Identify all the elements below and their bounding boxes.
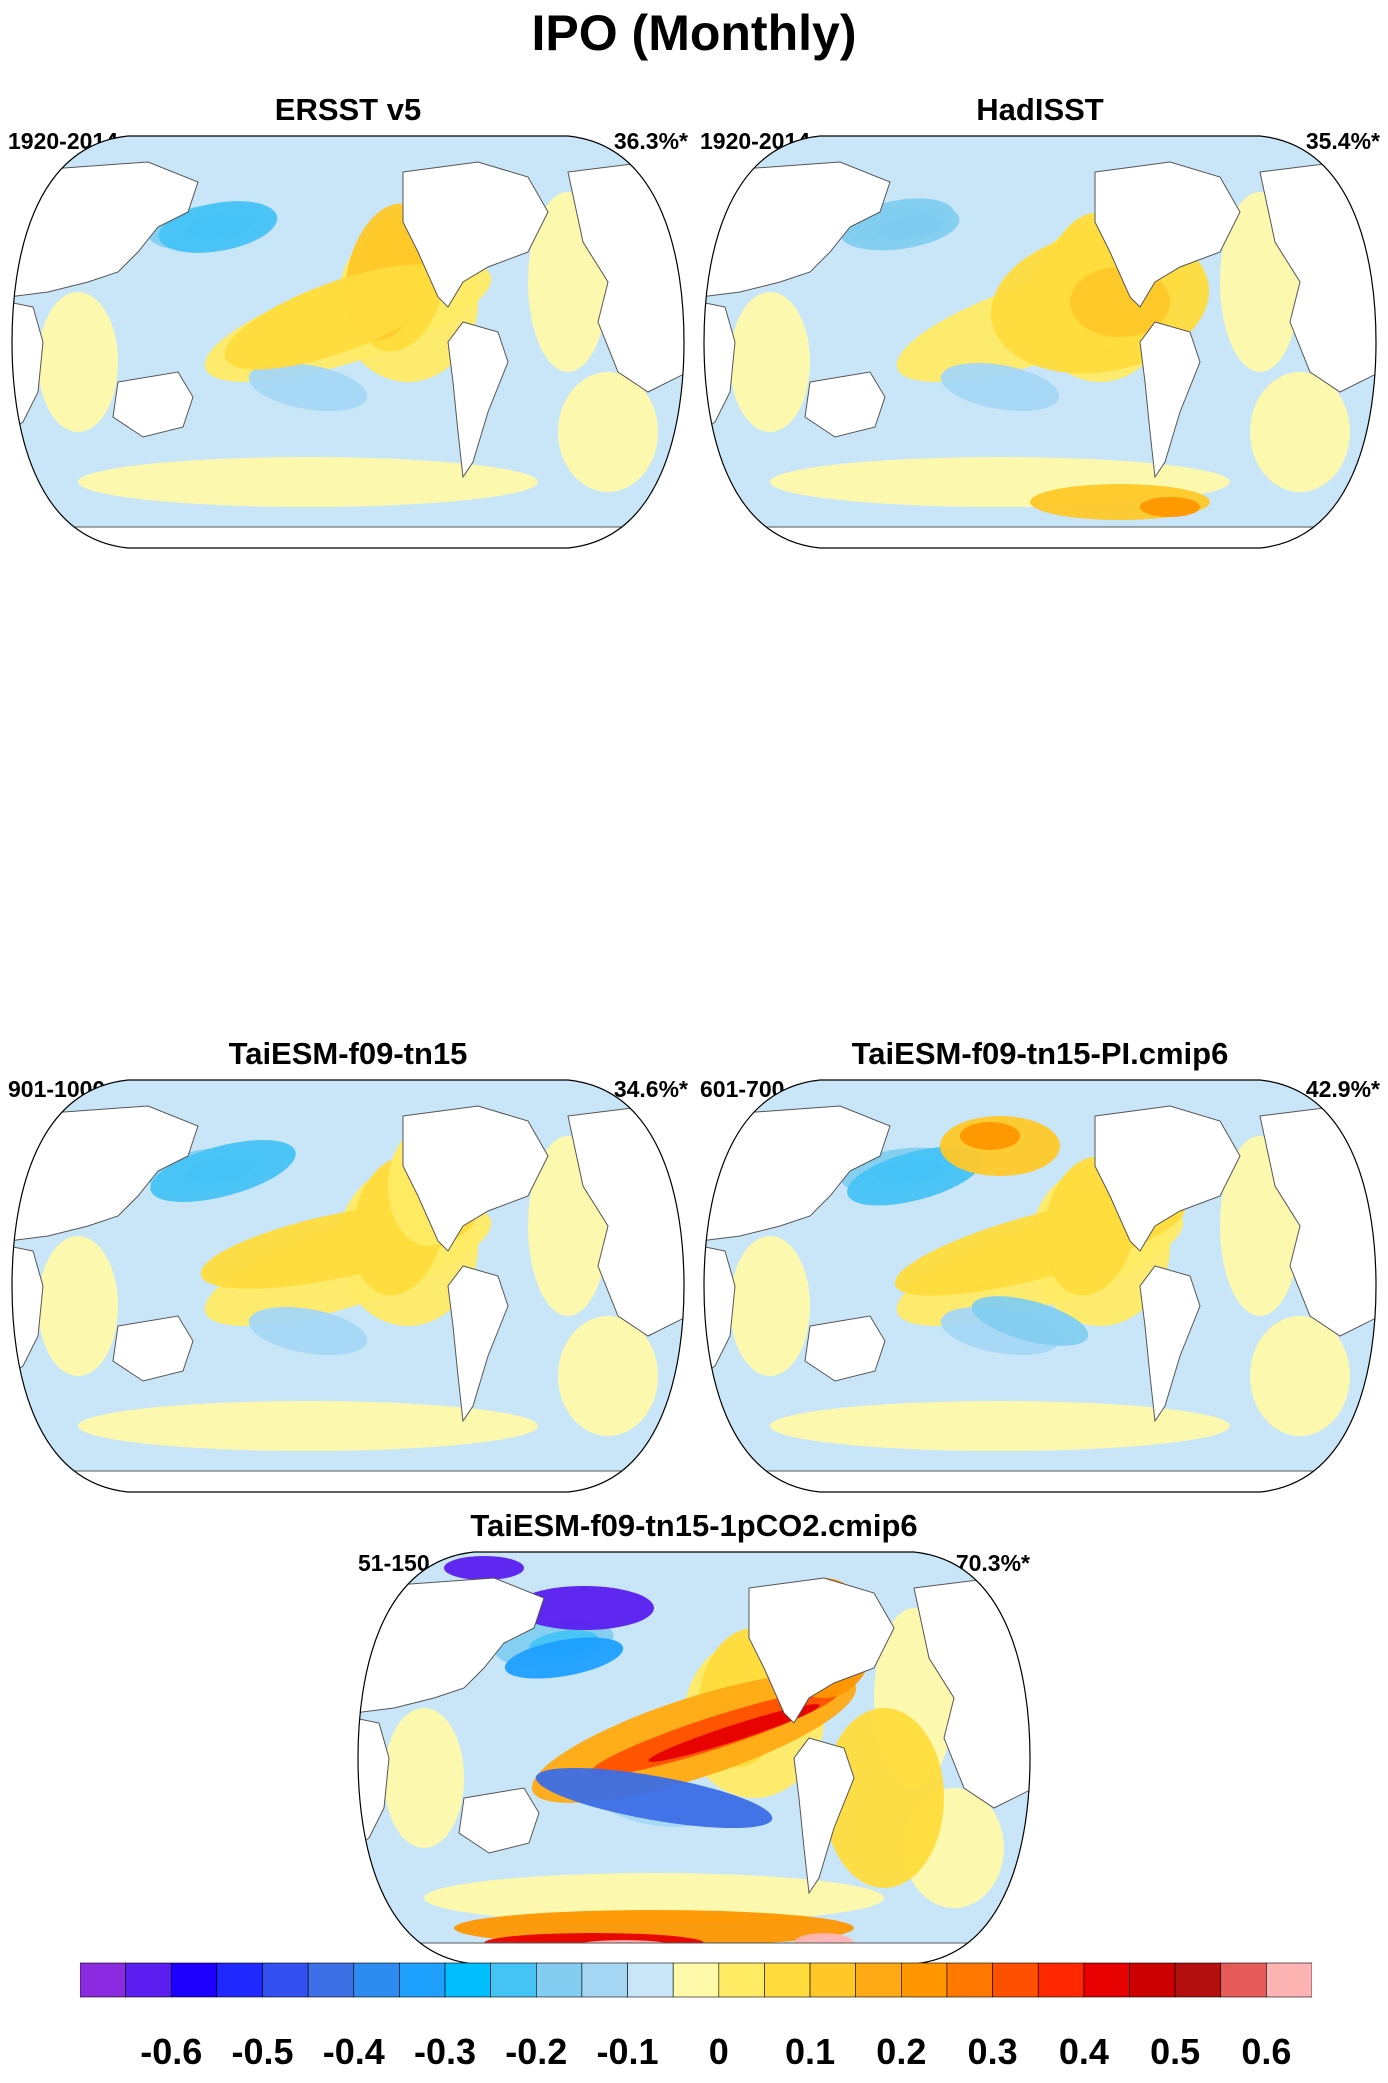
map-taiesm-1pco2 — [357, 1551, 1031, 1965]
colorbar-swatch — [627, 1962, 674, 1998]
panel-variance: 35.4%* — [1305, 128, 1380, 154]
colorbar-swatch — [718, 1962, 765, 1998]
colorbar-swatch — [1037, 1962, 1085, 1998]
colorbar-swatch — [764, 1962, 811, 1998]
panel-title: TaiESM-f09-tn15-1pCO2.cmip6 — [470, 1508, 918, 1543]
map-panel-taiesm-pi: TaiESM-f09-tn15-PI.cmip6 601-700 42.9%* — [700, 1036, 1380, 1496]
map-ersst — [11, 135, 685, 549]
colorbar-swatch — [1220, 1962, 1267, 1998]
colorbar-swatch — [535, 1962, 583, 1998]
colorbar-swatch — [170, 1962, 218, 1998]
colorbar-swatch — [581, 1962, 628, 1998]
map-hadisst — [703, 135, 1377, 549]
colorbar-swatch — [1129, 1962, 1176, 1998]
colorbar-swatch — [80, 1962, 126, 1998]
colorbar-swatch — [490, 1962, 537, 1998]
colorbar-tick-label: 0.1 — [785, 2031, 836, 2072]
panel-variance: 36.3%* — [613, 128, 688, 154]
colorbar-swatch — [125, 1962, 172, 1998]
colorbar-tick-label: 0.6 — [1241, 2031, 1292, 2072]
colorbar-tick-label: 0.4 — [1058, 2031, 1109, 2072]
colorbar-swatch — [1266, 1962, 1312, 1998]
map-panel-ersst: ERSST v5 1920-2014 36.3%* — [8, 92, 688, 552]
map-taiesm — [11, 1079, 685, 1493]
map-panel-taiesm: TaiESM-f09-tn15 901-1000 34.6%* — [8, 1036, 688, 1496]
panel-variance: 70.3%* — [955, 1550, 1030, 1576]
panel-variance: 42.9%* — [1305, 1076, 1380, 1102]
colorbar-tick-label: 0.3 — [967, 2031, 1018, 2072]
colorbar-swatches — [80, 1962, 1312, 1998]
colorbar-swatch — [1083, 1962, 1130, 1998]
panel-period: 51-150 — [358, 1550, 430, 1576]
colorbar — [80, 1962, 1312, 1998]
map-taiesm-pi — [703, 1079, 1377, 1493]
colorbar-swatch — [946, 1962, 993, 1998]
colorbar-swatch — [809, 1962, 857, 1998]
map-panel-taiesm-1pco2: TaiESM-f09-tn15-1pCO2.cmip6 51-150 70.3%… — [354, 1508, 1034, 1965]
panel-title: ERSST v5 — [274, 92, 422, 127]
colorbar-swatch — [1174, 1962, 1222, 1998]
colorbar-swatch — [444, 1962, 491, 1998]
panel-title: TaiESM-f09-tn15-PI.cmip6 — [851, 1036, 1229, 1071]
colorbar-swatch — [855, 1962, 902, 1998]
colorbar-tick-label: -0.3 — [414, 2031, 477, 2072]
panel-title: HadISST — [976, 92, 1104, 127]
colorbar-swatch — [901, 1962, 948, 1998]
colorbar-swatch — [992, 1962, 1039, 1998]
colorbar-swatch — [262, 1962, 309, 1998]
map-panel-hadisst: HadISST 1920-2014 35.4%* — [700, 92, 1380, 552]
colorbar-swatch — [216, 1962, 263, 1998]
colorbar-tick-label: -0.2 — [505, 2031, 568, 2072]
colorbar-tick-label: -0.5 — [231, 2031, 294, 2072]
panel-variance: 34.6%* — [613, 1076, 688, 1102]
colorbar-tick-label: -0.4 — [322, 2031, 385, 2072]
colorbar-tick-label: 0.5 — [1150, 2031, 1201, 2072]
colorbar-swatch — [399, 1962, 446, 1998]
colorbar-swatch — [353, 1962, 400, 1998]
colorbar-tick-label: 0 — [708, 2031, 729, 2072]
colorbar-swatch — [672, 1962, 720, 1998]
colorbar-tick-label: -0.6 — [140, 2031, 203, 2072]
colorbar-tick-label: 0.2 — [876, 2031, 927, 2072]
panel-title: TaiESM-f09-tn15 — [228, 1036, 468, 1071]
colorbar-swatch — [307, 1962, 355, 1998]
main-title: IPO (Monthly) — [531, 5, 857, 61]
colorbar-tick-label: -0.1 — [596, 2031, 659, 2072]
